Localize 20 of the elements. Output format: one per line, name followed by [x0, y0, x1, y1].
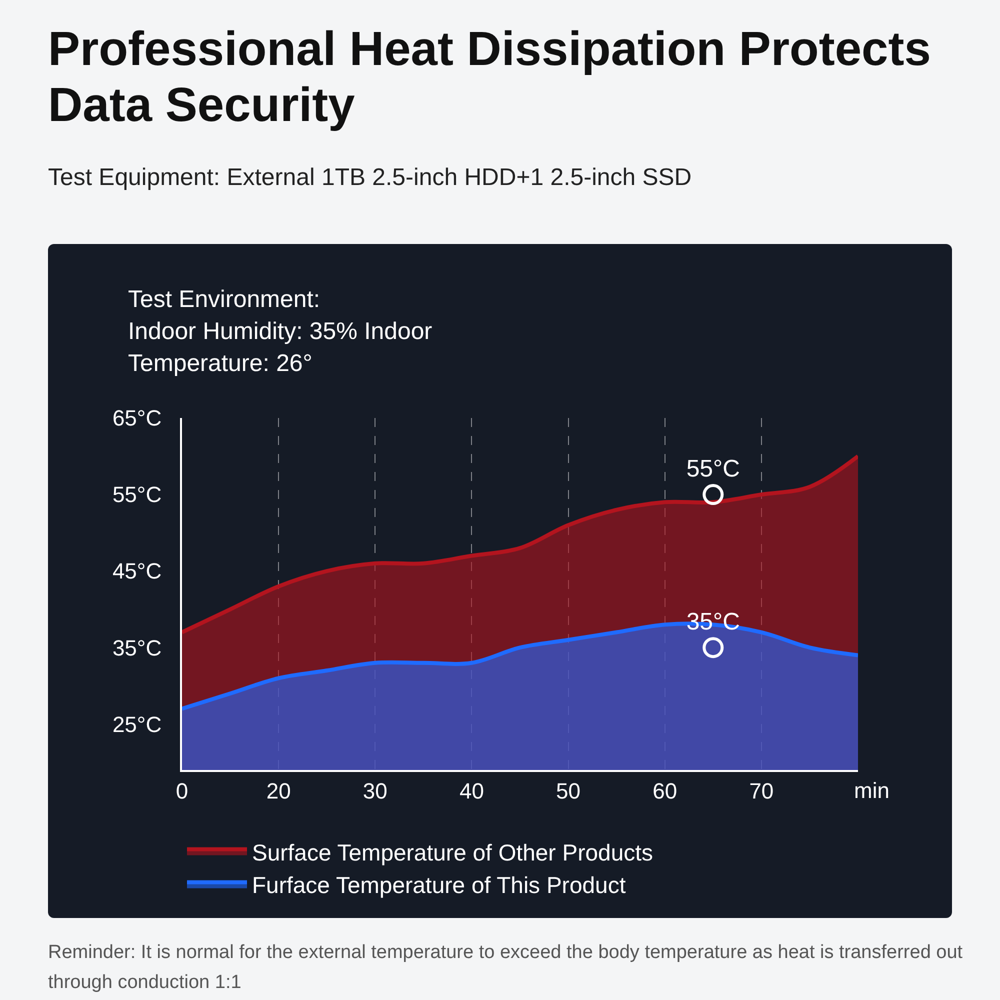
data-label: 55°C [686, 455, 740, 482]
chart-subtitle: Test Equipment: External 1TB 2.5-inch HDD+1 2.5-inch SSD [48, 164, 692, 192]
x-tick-label: 20 [266, 778, 291, 804]
y-tick-label: 45°C [112, 558, 162, 584]
legend-label: Surface Temperature of Other Products [252, 839, 653, 866]
x-tick-label: 30 [362, 778, 388, 804]
y-tick-label: 65°C [112, 406, 162, 431]
y-tick-label: 35°C [112, 635, 162, 660]
y-tick-label: 25°C [112, 712, 162, 737]
legend-label: Furface Temperature of This Product [252, 872, 626, 898]
x-tick-label: 40 [459, 778, 484, 804]
x-axis-title: min [854, 778, 890, 803]
x-tick-label: 50 [556, 778, 581, 804]
chart-title: Professional Heat Dissipation Protects Data Security [48, 22, 932, 134]
text: Reminder: It is normal for the external temperature to exceed the body temperature as heat is transferred out through conduction 1:1 [48, 941, 964, 995]
x-tick-label: 70 [749, 778, 774, 804]
y-tick-label: 55°C [112, 482, 162, 508]
x-tick-label: 60 [652, 778, 678, 804]
x-tick-label: 0 [176, 778, 188, 804]
text: Test Environment: Indoor Humidity: 35% Indoor Temperature: 26° [128, 285, 432, 379]
